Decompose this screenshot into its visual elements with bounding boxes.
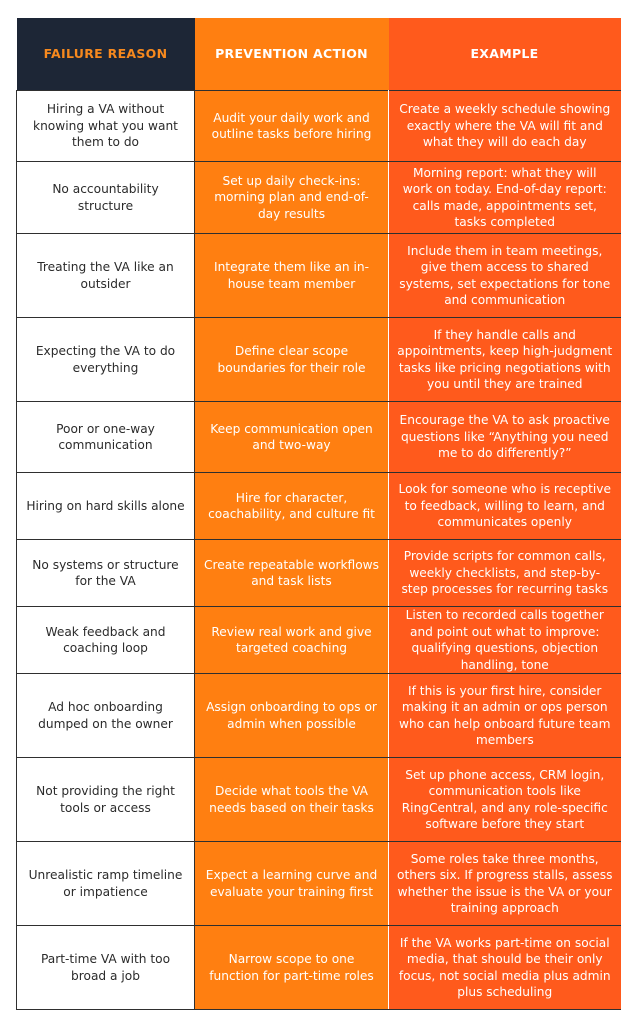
prevention-action: Set up daily check-ins: morning plan and… <box>194 161 389 234</box>
prevention-action: Narrow scope to one function for part-ti… <box>194 925 389 1010</box>
failure-reason: No systems or structure for the VA <box>16 539 195 607</box>
example: Encourage the VA to ask proactive questi… <box>388 401 621 473</box>
example: If they handle calls and appointments, k… <box>388 317 621 402</box>
failure-reason: Poor or one-way communication <box>16 401 195 473</box>
prevention-action: Keep communication open and two-way <box>194 401 389 473</box>
table-row: Hiring on hard skills alone Hire for char… <box>16 472 621 540</box>
comparison-table: FAILURE REASON PREVENTION ACTION EXAMPLE H… <box>16 18 621 1010</box>
table-row: Not providing the right tools or access D… <box>16 757 621 842</box>
failure-reason: Weak feedback and coaching loop <box>16 606 195 674</box>
header-row: FAILURE REASON PREVENTION ACTION EXAMPLE <box>16 18 621 91</box>
column-header: PREVENTION ACTION <box>194 18 389 91</box>
failure-reason: Part-time VA with too broad a job <box>16 925 195 1010</box>
table-row: Unrealistic ramp timeline or impatience E… <box>16 841 621 926</box>
example: Create a weekly schedule showing exactly… <box>388 90 621 162</box>
example: If this is your first hire, consider mak… <box>388 673 621 758</box>
example: Provide scripts for common calls, weekly… <box>388 539 621 607</box>
column-header: EXAMPLE <box>388 18 621 91</box>
prevention-action: Assign onboarding to ops or admin when p… <box>194 673 389 758</box>
example: Morning report: what they will work on t… <box>388 161 621 234</box>
table-row: Part-time VA with too broad a job Narrow … <box>16 925 621 1010</box>
prevention-action: Hire for character, coachability, and cu… <box>194 472 389 540</box>
example: Some roles take three months, others six… <box>388 841 621 926</box>
table-row: Expecting the VA to do everything Define … <box>16 317 621 402</box>
example: Include them in team meetings, give them… <box>388 233 621 318</box>
table-row: Ad hoc onboarding dumped on the owner Ass… <box>16 673 621 758</box>
table-body: Hiring a VA without knowing what you wan… <box>16 90 621 1010</box>
table-row: Weak feedback and coaching loop Review re… <box>16 606 621 674</box>
failure-reason: Hiring a VA without knowing what you wan… <box>16 90 195 162</box>
prevention-action: Create repeatable workflows and task lis… <box>194 539 389 607</box>
failure-reason: Expecting the VA to do everything <box>16 317 195 402</box>
prevention-action: Decide what tools the VA needs based on … <box>194 757 389 842</box>
failure-reason: Hiring on hard skills alone <box>16 472 195 540</box>
prevention-action: Review real work and give targeted coach… <box>194 606 389 674</box>
table-row: Treating the VA like an outsider Integrat… <box>16 233 621 318</box>
prevention-action: Expect a learning curve and evaluate you… <box>194 841 389 926</box>
prevention-action: Define clear scope boundaries for their … <box>194 317 389 402</box>
prevention-action: Integrate them like an in-house team mem… <box>194 233 389 318</box>
failure-reason: Ad hoc onboarding dumped on the owner <box>16 673 195 758</box>
table-row: No accountability structure Set up daily … <box>16 161 621 234</box>
example: If the VA works part-time on social medi… <box>388 925 621 1010</box>
prevention-action: Audit your daily work and outline tasks … <box>194 90 389 162</box>
failure-reason: Not providing the right tools or access <box>16 757 195 842</box>
example: Look for someone who is receptive to fee… <box>388 472 621 540</box>
failure-reason: No accountability structure <box>16 161 195 234</box>
example: Set up phone access, CRM login, communic… <box>388 757 621 842</box>
table-row: Hiring a VA without knowing what you wan… <box>16 90 621 162</box>
table-row: No systems or structure for the VA Create… <box>16 539 621 607</box>
failure-reason: Unrealistic ramp timeline or impatience <box>16 841 195 926</box>
example: Listen to recorded calls together and po… <box>388 606 621 674</box>
table-row: Poor or one-way communication Keep commun… <box>16 401 621 473</box>
failure-reason: Treating the VA like an outsider <box>16 233 195 318</box>
column-header: FAILURE REASON <box>16 18 195 91</box>
